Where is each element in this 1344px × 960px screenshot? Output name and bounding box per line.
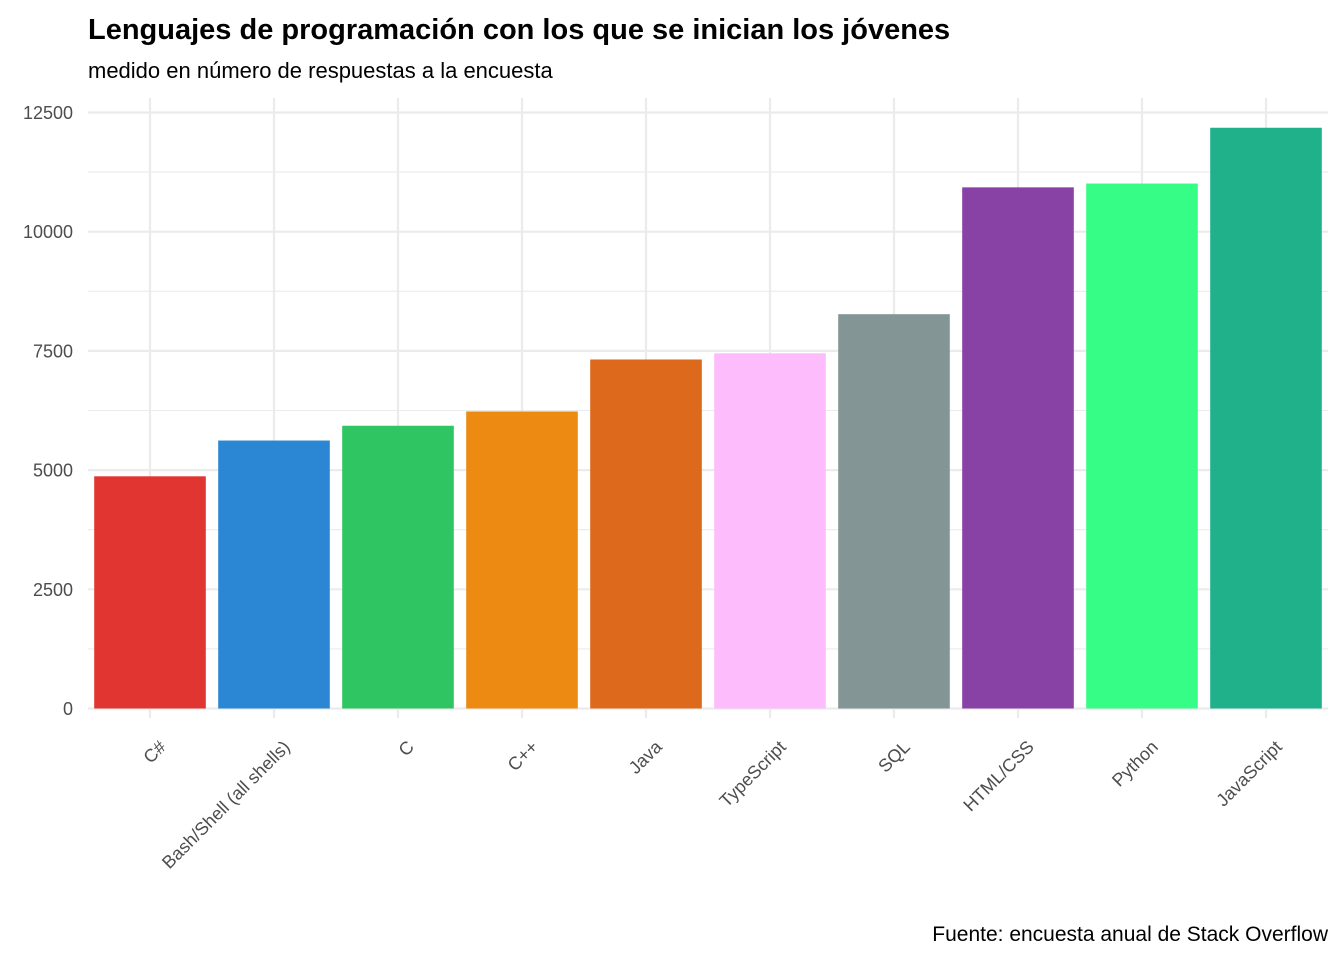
x-tick-label: C [395,737,418,760]
bar-c [342,425,454,709]
x-tick-label: TypeScript [716,737,790,811]
bar-c [466,411,578,709]
bar-sql [838,314,950,709]
bar-python [1086,183,1198,709]
bar-bash-shell-all-shells [218,440,330,709]
bar-typescript [714,353,826,709]
y-tick-label: 2500 [33,580,73,600]
x-tick-label: C# [139,737,169,767]
y-tick-label: 12500 [23,103,73,123]
bar-html-css [962,187,1074,709]
bars [94,127,1322,709]
x-tick-label: HTML/CSS [959,737,1037,815]
x-tick-label: Python [1108,737,1162,791]
x-tick-label: JavaScript [1212,737,1286,811]
bar-javascript [1210,127,1322,709]
y-tick-label: 5000 [33,461,73,481]
chart-subtitle: medido en número de respuestas a la encu… [88,58,554,83]
chart-caption: Fuente: encuesta anual de Stack Overflow [932,923,1329,946]
x-tick-label: Bash/Shell (all shells) [158,737,294,873]
x-tick-label: SQL [874,737,914,777]
y-tick-label: 0 [63,699,73,719]
x-axis-tick-labels: C#Bash/Shell (all shells) C C++ Java TypeScr… [139,736,1285,873]
y-tick-label: 7500 [33,341,73,361]
y-axis-tick-labels: 0 2500 5000 7500 10000 12500 [23,103,73,719]
x-tick-label: C++ [504,737,542,775]
chart-title: Lenguajes de programación con los que se… [88,14,950,46]
x-tick-label: Java [625,736,667,778]
bar-java [590,359,702,709]
bar-c [94,476,206,709]
y-tick-label: 10000 [23,222,73,242]
